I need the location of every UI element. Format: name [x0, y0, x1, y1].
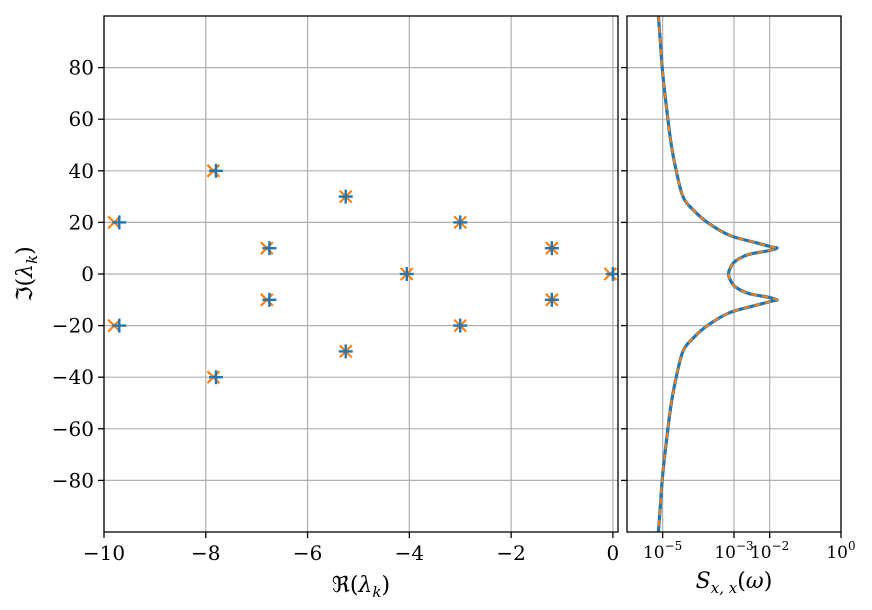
left-y-tick-label: 80	[69, 56, 94, 80]
plus-marker	[262, 241, 277, 256]
plus-marker	[453, 215, 468, 230]
left-y-tick-label: −40	[52, 365, 94, 389]
right-x-tick-label: 10−3	[714, 539, 753, 563]
left-y-tick-label: −80	[52, 468, 94, 492]
left-y-axis-label: ℑ(λk)	[13, 246, 41, 302]
right-x-tick-label: 10−5	[643, 539, 682, 563]
left-y-tick-label: −20	[52, 314, 94, 338]
left-x-tick-label: −8	[191, 541, 220, 565]
spectrum-dashed-line	[657, 16, 779, 532]
right-x-axis-label: Sx, x(ω)	[696, 569, 773, 597]
plus-marker	[453, 318, 468, 333]
plus-marker	[208, 163, 223, 178]
left-y-tick-label: 0	[81, 262, 94, 286]
eigenvalue-markers	[107, 163, 618, 385]
right-x-tick-label: 100	[826, 539, 855, 563]
plus-marker	[112, 318, 127, 333]
spectrum-curves	[656, 16, 779, 532]
right-axes-frame	[626, 15, 842, 533]
left-y-tick-label: 20	[69, 210, 94, 234]
right-ticks: 10−5 10−310−2 100	[621, 66, 856, 563]
plus-marker	[338, 344, 353, 359]
left-axes-frame	[103, 15, 619, 533]
plus-marker	[112, 215, 127, 230]
plus-marker	[262, 292, 277, 307]
left-grid	[103, 16, 618, 532]
left-x-tick-label: −2	[496, 541, 525, 565]
left-y-tick-label: −60	[52, 417, 94, 441]
left-y-tick-label: 60	[69, 107, 94, 131]
plus-marker	[544, 241, 559, 256]
left-x-tick-label: −10	[83, 541, 125, 565]
right-grid	[627, 16, 842, 532]
left-x-tick-label: −6	[293, 541, 322, 565]
left-x-tick-label: 0	[607, 541, 620, 565]
left-series	[107, 163, 618, 385]
left-x-axis-label: ℜ(λk)	[332, 573, 390, 601]
plus-marker	[338, 189, 353, 204]
plus-marker	[208, 370, 223, 385]
plus-marker	[544, 292, 559, 307]
right-series	[656, 16, 779, 532]
left-x-tick-label: −4	[395, 541, 424, 565]
plus-marker	[399, 267, 414, 281]
right-x-tick-label: 10−2	[750, 539, 789, 563]
left-y-tick-label: 40	[69, 159, 94, 183]
